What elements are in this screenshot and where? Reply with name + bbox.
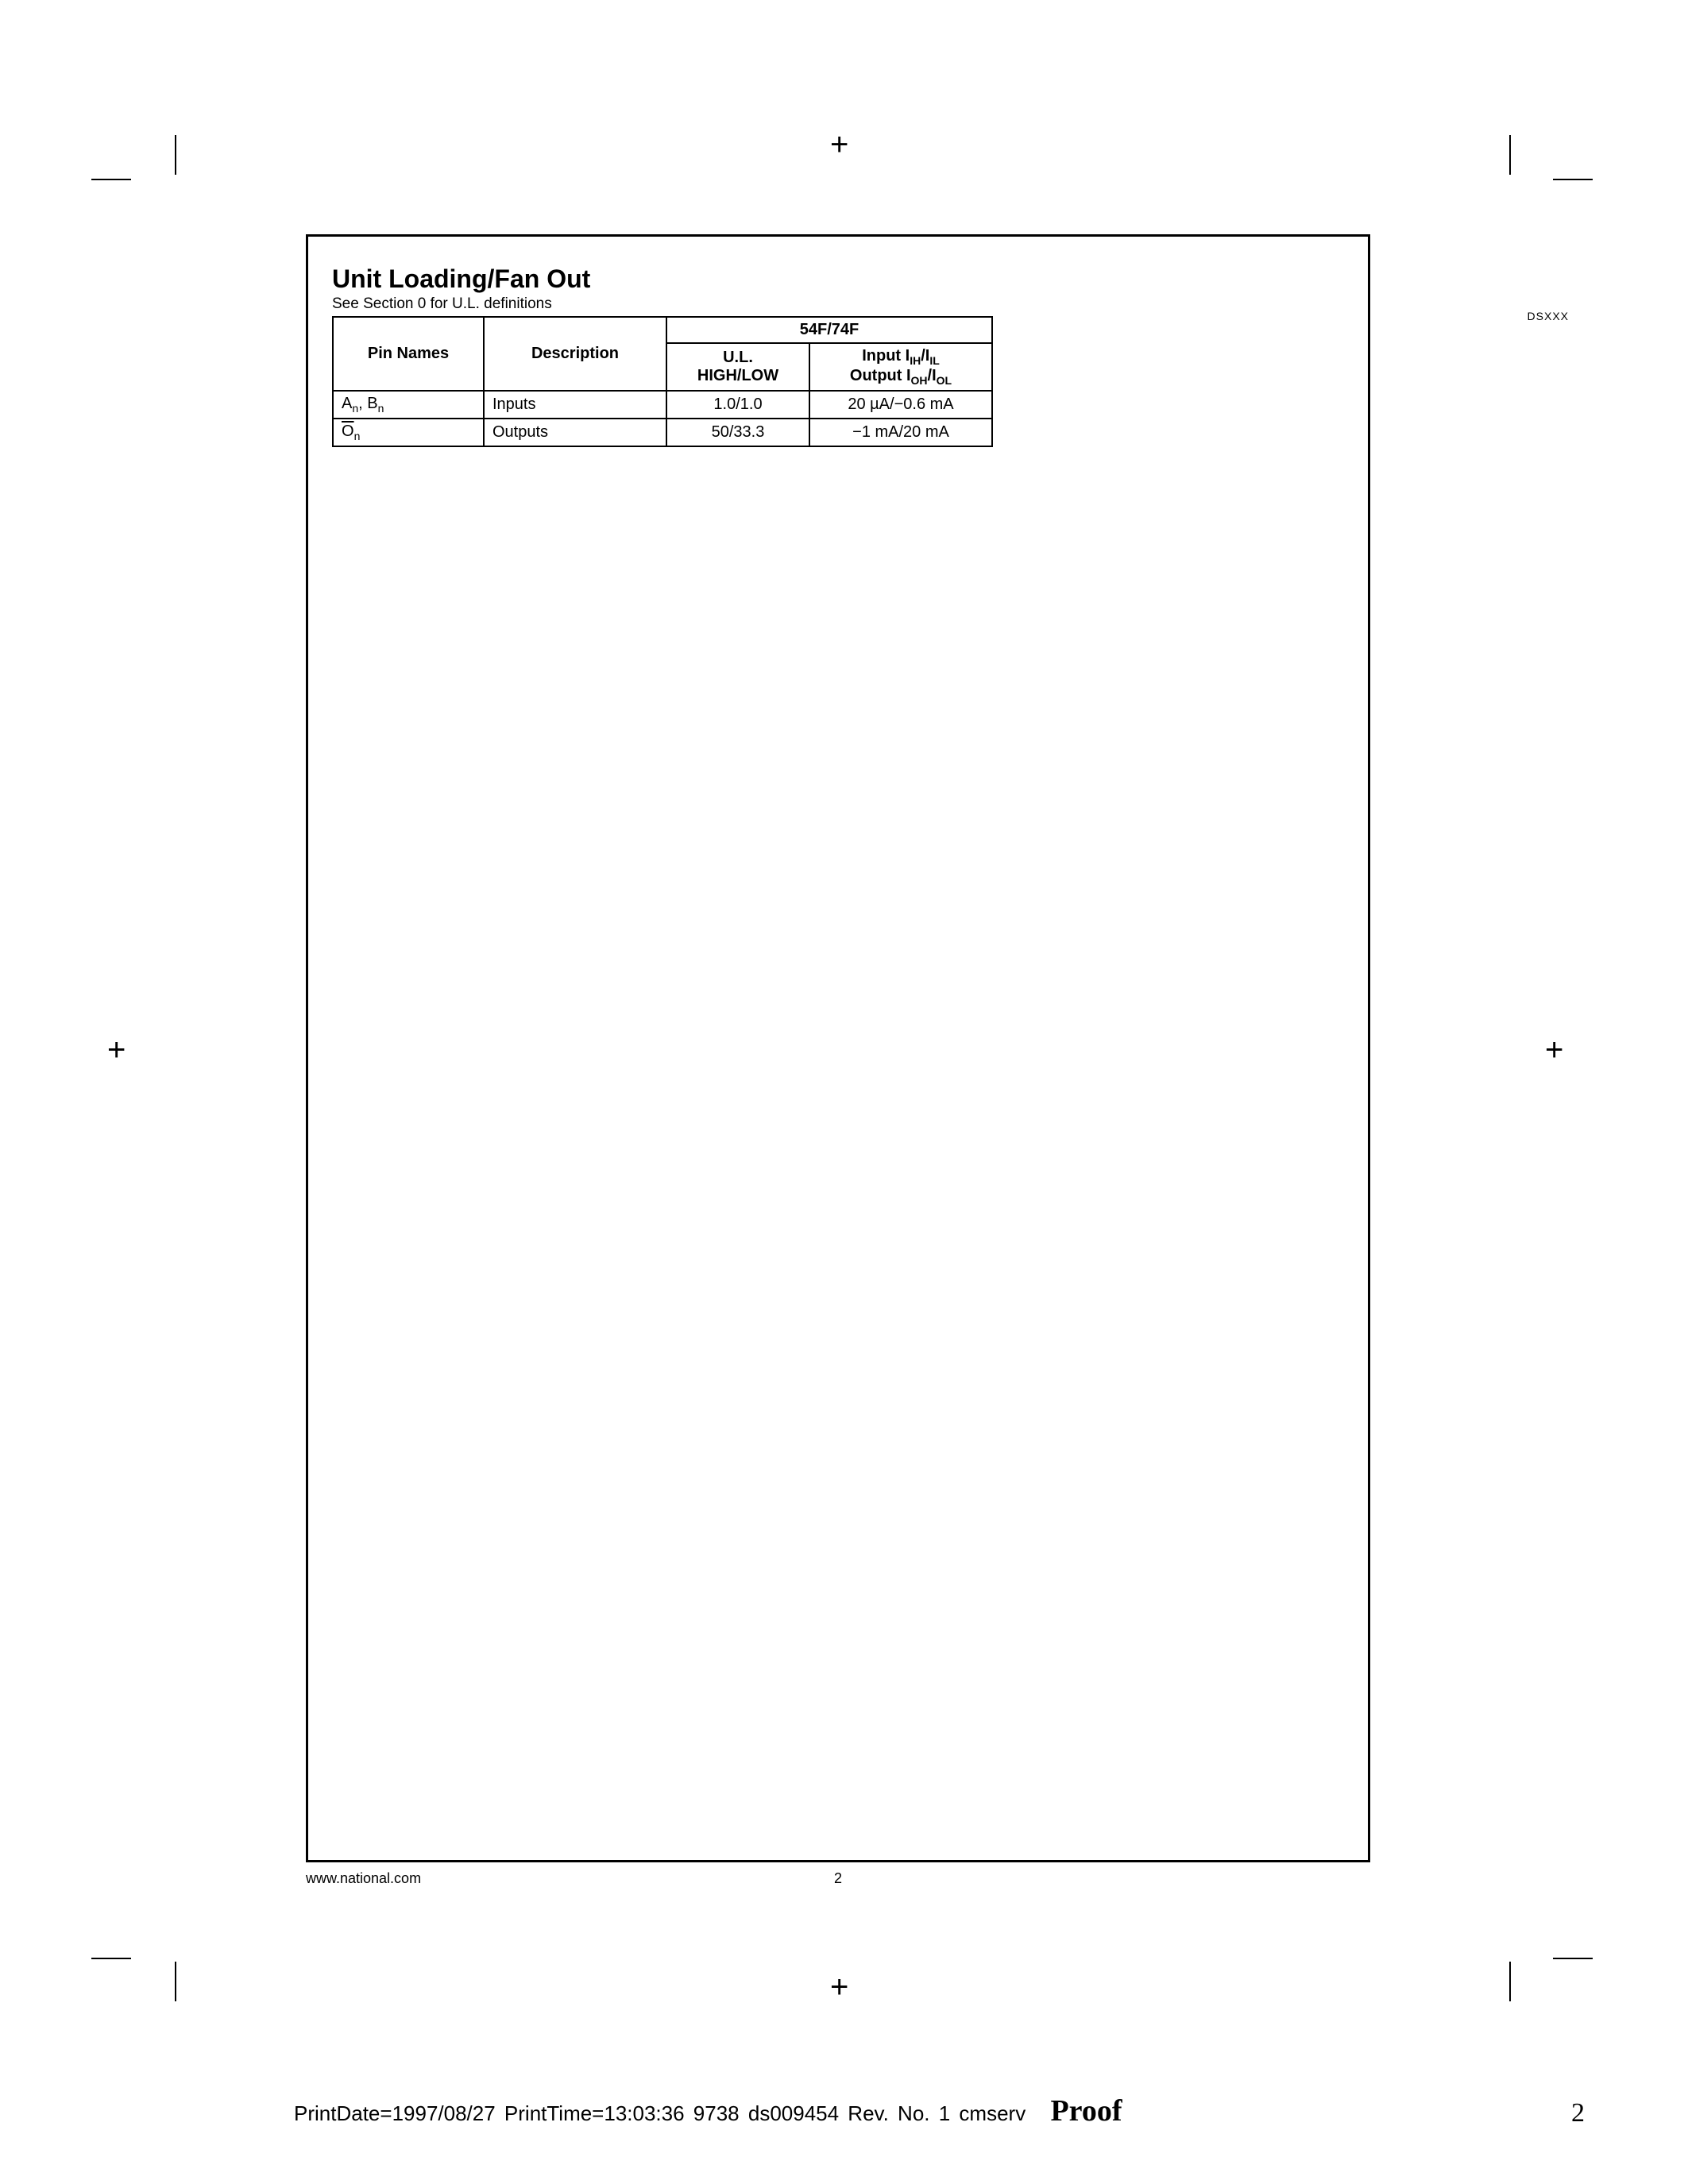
crop-br-v xyxy=(1509,1962,1511,2001)
th-ul-line1: U.L. xyxy=(723,349,753,366)
th-description: Description xyxy=(484,317,666,391)
page-frame: Unit Loading/Fan Out See Section 0 for U… xyxy=(306,234,1370,1862)
print-meta-line: PrintDate=1997/08/27 PrintTime=13:03:36 … xyxy=(294,2101,1026,2125)
crop-tr-v xyxy=(1509,135,1511,175)
th-io-output: Output IOH/IOL xyxy=(850,367,952,384)
side-code: DSXXX xyxy=(1528,310,1569,322)
cell-ul: 1.0/1.0 xyxy=(666,391,809,419)
th-group: 54F/74F xyxy=(666,317,992,343)
cell-io: −1 mA/20 mA xyxy=(809,419,992,446)
cell-pin: On xyxy=(333,419,484,446)
footer-url: www.national.com xyxy=(306,1870,421,1887)
crop-bl-v xyxy=(175,1962,176,2001)
footer-page-number: 2 xyxy=(834,1870,842,1887)
section-title: Unit Loading/Fan Out xyxy=(332,264,1344,294)
th-io-input: Input IIH/IIL xyxy=(862,347,940,365)
cell-io: 20 µA/−0.6 mA xyxy=(809,391,992,419)
register-plus-left: + xyxy=(107,1032,126,1068)
register-plus-top: + xyxy=(830,127,848,163)
crop-br-h xyxy=(1553,1958,1593,1959)
th-pin-names: Pin Names xyxy=(333,317,484,391)
crop-tl-v xyxy=(175,135,176,175)
cell-desc: Inputs xyxy=(484,391,666,419)
th-ul: U.L. HIGH/LOW xyxy=(666,343,809,391)
section-subtitle: See Section 0 for U.L. definitions xyxy=(332,295,1344,313)
proof-label: Proof xyxy=(1050,2094,1122,2128)
register-plus-bottom: + xyxy=(830,1970,848,2005)
print-metadata: PrintDate=1997/08/27 PrintTime=13:03:36 … xyxy=(294,2093,1122,2128)
crop-tl-h xyxy=(91,179,131,180)
table-row: OnOutputs50/33.3−1 mA/20 mA xyxy=(333,419,992,446)
register-plus-right: + xyxy=(1545,1032,1563,1068)
loading-table: Pin Names Description 54F/74F U.L. HIGH/… xyxy=(332,316,993,447)
crop-bl-h xyxy=(91,1958,131,1959)
crop-tr-h xyxy=(1553,179,1593,180)
cell-ul: 50/33.3 xyxy=(666,419,809,446)
cell-desc: Outputs xyxy=(484,419,666,446)
cell-pin: An, Bn xyxy=(333,391,484,419)
th-io: Input IIH/IIL Output IOH/IOL xyxy=(809,343,992,391)
corner-page-number: 2 xyxy=(1571,2098,1585,2128)
th-ul-line2: HIGH/LOW xyxy=(697,367,778,384)
table-row: An, BnInputs1.0/1.020 µA/−0.6 mA xyxy=(333,391,992,419)
